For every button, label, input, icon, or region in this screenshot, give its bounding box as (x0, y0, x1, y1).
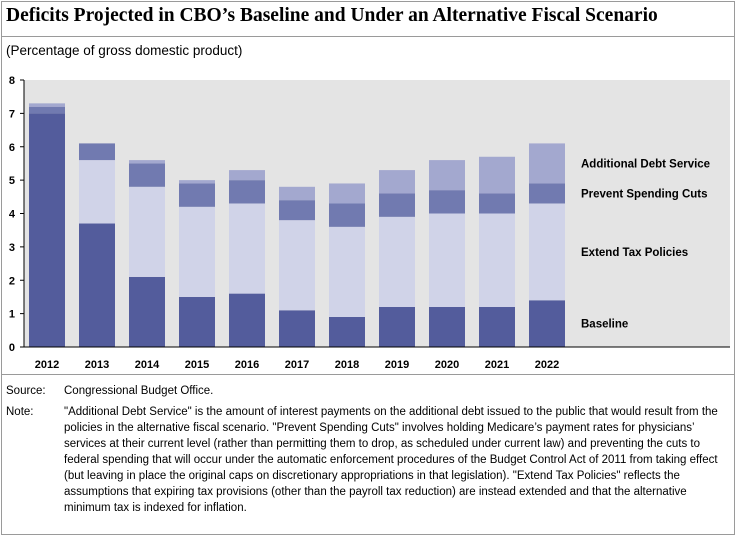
x-tick-label: 2012 (35, 359, 59, 370)
bar-baseline-2020 (429, 306, 465, 347)
bar-additional-debt-service-2014 (129, 160, 165, 164)
bar-extend-tax-policies-2022 (529, 203, 565, 301)
y-tick-label: 5 (9, 175, 15, 187)
bar-prevent-spending-cuts-2019 (379, 193, 415, 217)
legend-label-baseline: Baseline (581, 319, 628, 331)
bar-baseline-2018 (329, 316, 365, 347)
x-tick-label: 2017 (285, 359, 309, 370)
note-label: Note: (6, 406, 34, 418)
bar-extend-tax-policies-2020 (429, 213, 465, 307)
source-label: Source: (6, 385, 46, 397)
y-tick-label: 3 (9, 242, 15, 254)
bar-extend-tax-policies-2019 (379, 216, 415, 307)
note-block: Note: "Additional Debt Service" is the a… (6, 404, 730, 516)
bar-baseline-2016 (229, 293, 265, 347)
x-tick-label: 2022 (535, 359, 559, 370)
bar-baseline-2022 (529, 300, 565, 347)
bar-extend-tax-policies-2018 (329, 226, 365, 317)
bar-extend-tax-policies-2015 (179, 206, 215, 297)
bar-prevent-spending-cuts-2012 (29, 106, 65, 114)
source-text: Congressional Budget Office. (64, 385, 214, 397)
source-line: Source: Congressional Budget Office. (6, 383, 730, 399)
x-tick-label: 2016 (235, 359, 259, 370)
x-tick-label: 2018 (335, 359, 359, 370)
footer-rule (1, 374, 735, 375)
y-tick-label: 6 (9, 142, 15, 154)
bar-additional-debt-service-2022 (529, 143, 565, 184)
y-tick-label: 7 (9, 108, 15, 120)
bar-additional-debt-service-2019 (379, 170, 415, 194)
bar-additional-debt-service-2015 (179, 180, 215, 184)
x-tick-label: 2013 (85, 359, 109, 370)
legend-label-extend-tax-policies: Extend Tax Policies (581, 247, 688, 259)
bar-baseline-2019 (379, 306, 415, 347)
y-tick-label: 4 (9, 209, 16, 221)
bar-prevent-spending-cuts-2018 (329, 203, 365, 227)
bar-additional-debt-service-2018 (329, 183, 365, 204)
bar-prevent-spending-cuts-2015 (179, 183, 215, 207)
bar-prevent-spending-cuts-2016 (229, 180, 265, 204)
bar-extend-tax-policies-2017 (279, 220, 315, 311)
bar-baseline-2021 (479, 306, 515, 347)
figure-title: Deficits Projected in CBO’s Baseline and… (6, 5, 658, 26)
bar-prevent-spending-cuts-2022 (529, 183, 565, 204)
bar-baseline-2017 (279, 310, 315, 347)
bar-additional-debt-service-2017 (279, 186, 315, 201)
bar-prevent-spending-cuts-2021 (479, 193, 515, 214)
bar-extend-tax-policies-2014 (129, 186, 165, 277)
bar-prevent-spending-cuts-2013 (79, 143, 115, 161)
bar-additional-debt-service-2012 (29, 103, 65, 107)
bar-prevent-spending-cuts-2017 (279, 200, 315, 221)
bar-additional-debt-service-2020 (429, 160, 465, 191)
bar-extend-tax-policies-2016 (229, 203, 265, 294)
x-tick-label: 2020 (435, 359, 459, 370)
bar-extend-tax-policies-2021 (479, 213, 515, 307)
legend-label-additional-debt-service: Additional Debt Service (581, 158, 710, 170)
bar-additional-debt-service-2021 (479, 156, 515, 194)
x-tick-label: 2015 (185, 359, 209, 370)
footnotes: Source: Congressional Budget Office. Not… (6, 383, 730, 516)
x-tick-label: 2014 (135, 359, 160, 370)
stacked-bar-chart: 0 1 2 3 4 5 6 7 8 2012 2013 2014 2015 2016 2017 2018 201… (9, 75, 730, 370)
legend-label-prevent-spending-cuts: Prevent Spending Cuts (581, 188, 708, 200)
bar-baseline-2015 (179, 296, 215, 347)
figure-subtitle: (Percentage of gross domestic product) (6, 43, 243, 58)
y-tick-label: 0 (9, 342, 15, 354)
x-tick-label: 2019 (385, 359, 409, 370)
bar-prevent-spending-cuts-2014 (129, 163, 165, 187)
bar-extend-tax-policies-2013 (79, 160, 115, 224)
title-rule (1, 36, 735, 37)
bar-baseline-2012 (29, 113, 65, 347)
bar-baseline-2013 (79, 223, 115, 347)
y-tick-label: 1 (9, 309, 15, 321)
x-tick-label: 2021 (485, 359, 509, 370)
bar-prevent-spending-cuts-2020 (429, 190, 465, 214)
y-tick-label: 8 (9, 75, 15, 87)
note-text: "Additional Debt Service" is the amount … (64, 406, 718, 514)
bar-baseline-2014 (129, 276, 165, 347)
bar-additional-debt-service-2016 (229, 170, 265, 181)
y-tick-label: 2 (9, 275, 15, 287)
